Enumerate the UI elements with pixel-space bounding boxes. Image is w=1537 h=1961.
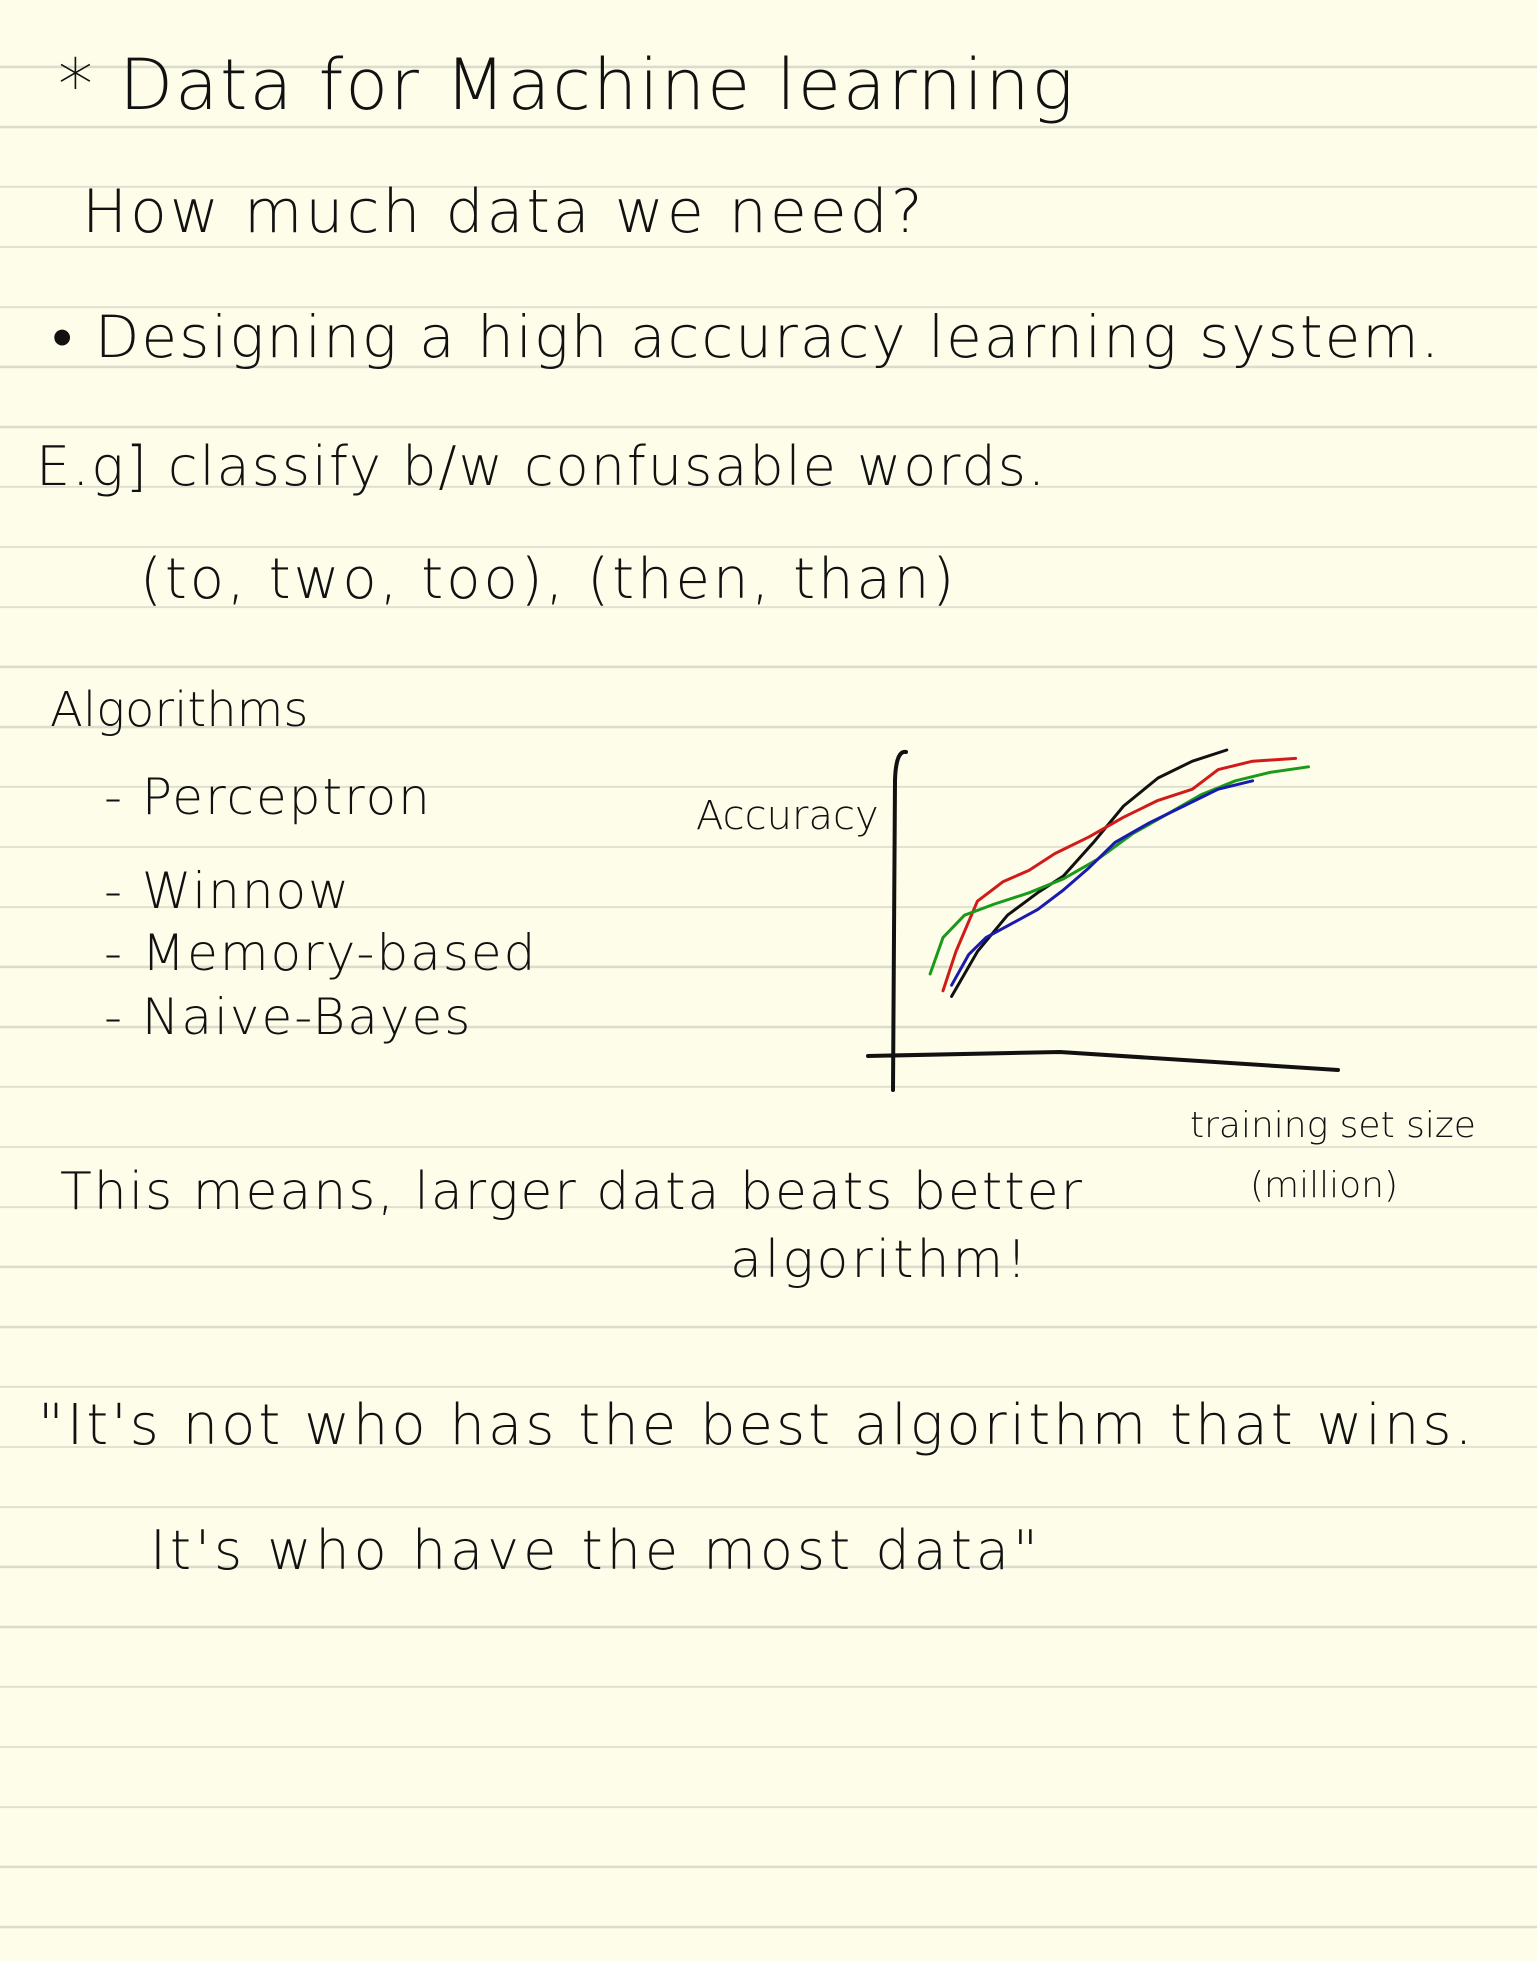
- accuracy-chart: [860, 740, 1350, 1100]
- chart-x-axis-label-unit: (million): [1250, 1165, 1399, 1206]
- algorithm-item-perceptron: - Perceptron: [104, 768, 432, 826]
- algorithms-heading: Algorithms: [50, 682, 309, 738]
- algorithm-item-memory-based: - Memory-based: [104, 924, 538, 982]
- page-title: * Data for Machine learning: [58, 44, 1076, 126]
- chart-series-green: [928, 765, 1310, 976]
- chart-x-axis: [866, 1049, 1340, 1072]
- chart-series-black: [950, 748, 1229, 998]
- conclusion-line-1: This means, larger data beats better: [60, 1162, 1084, 1222]
- chart-series-blue: [950, 779, 1255, 987]
- algorithm-item-winnow: - Winnow: [104, 862, 352, 920]
- algorithm-item-naive-bayes: - Naive-Bayes: [104, 988, 473, 1046]
- quote-line-1: "It's not who has the best algorithm tha…: [38, 1393, 1476, 1458]
- question-line: How much data we need?: [82, 177, 926, 247]
- chart-series-red: [941, 756, 1298, 993]
- bullet-point: • Designing a high accuracy learning sys…: [52, 303, 1442, 371]
- quote-line-2: It's who have the most data": [150, 1519, 1042, 1582]
- chart-svg: [866, 748, 1340, 1092]
- example-words: (to, two, too), (then, than): [140, 547, 958, 612]
- example-line: E.g] classify b/w confusable words.: [36, 435, 1048, 498]
- chart-x-axis-label: training set size: [1190, 1105, 1476, 1146]
- chart-y-axis: [891, 749, 908, 1092]
- conclusion-line-2: algorithm!: [730, 1230, 1031, 1290]
- chart-y-axis-label: Accuracy: [696, 793, 879, 839]
